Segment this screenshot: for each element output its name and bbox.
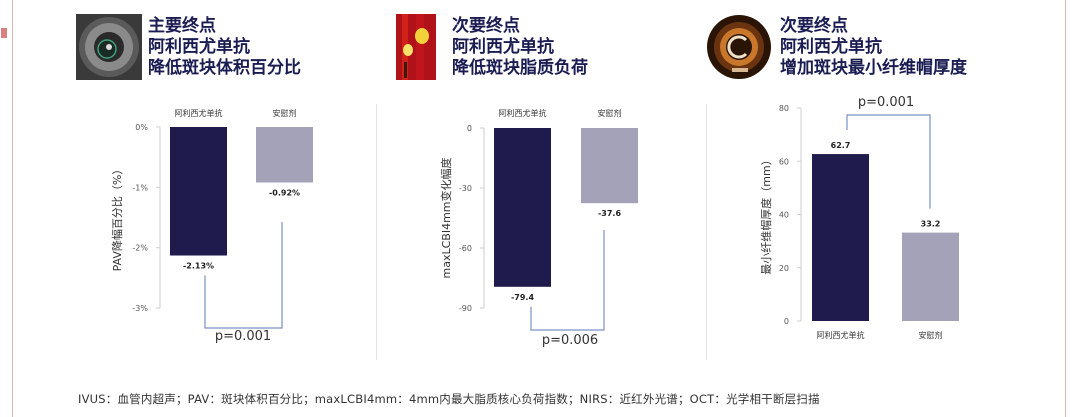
significance-bracket [530, 230, 605, 331]
left-frame-line [12, 0, 13, 417]
y-axis-label: PAV降幅百分比（%） [110, 164, 124, 272]
y-tick-label: 40 [779, 211, 789, 220]
panel-2-title-line-2: 阿利西尤单抗 [452, 37, 554, 57]
panel-divider [376, 104, 377, 360]
data-label: -0.92% [269, 189, 300, 198]
panel-3-title: 次要终点 阿利西尤单抗 增加斑块最小纤维帽厚度 [780, 16, 967, 79]
data-label: -37.6 [598, 209, 621, 218]
significance-bracket [204, 222, 283, 329]
panel-1-title-line-2: 阿利西尤单抗 [148, 37, 250, 57]
y-tick-label: 0 [467, 124, 472, 133]
y-tick-label: -3% [132, 304, 148, 313]
y-tick-label: 80 [779, 104, 789, 113]
significance-bracket [846, 114, 931, 209]
data-label: 33.2 [921, 220, 941, 229]
data-label: -79.4 [511, 293, 534, 302]
y-axis-label: maxLCBI4mm变化幅度 [439, 158, 453, 279]
edge-marker [1, 28, 7, 38]
y-tick-label: 0 [784, 317, 789, 326]
panel-1-title-line-3: 降低斑块体积百分比 [148, 58, 301, 78]
y-tick-label: -30 [459, 184, 472, 193]
y-tick-label: 0% [135, 123, 148, 132]
y-axis-label: 最小纤维帽厚度（mm） [759, 154, 773, 274]
y-tick-label: 60 [779, 157, 789, 166]
category-label: 阿利西尤单抗 [817, 330, 865, 340]
right-frame-line [1065, 0, 1066, 417]
p-value-label: p=0.006 [542, 333, 598, 348]
category-label: 安慰剂 [598, 108, 622, 118]
category-label: 安慰剂 [919, 330, 943, 340]
panel-3-title-line-3: 增加斑块最小纤维帽厚度 [780, 58, 967, 78]
abbreviation-footnote: IVUS：血管内超声；PAV：斑块体积百分比；maxLCBI4mm：4mm内最大… [78, 392, 820, 406]
data-label: -2.13% [183, 262, 214, 271]
category-label: 阿利西尤单抗 [499, 108, 547, 118]
panel-1-title: 主要终点 阿利西尤单抗 降低斑块体积百分比 [148, 16, 301, 79]
panel-3-title-line-1: 次要终点 [780, 16, 848, 36]
panel-2-title: 次要终点 阿利西尤单抗 降低斑块脂质负荷 [452, 16, 588, 79]
panel-divider [706, 104, 707, 360]
bar [494, 128, 551, 287]
bar [581, 128, 638, 204]
p-value-label: p=0.001 [215, 329, 271, 344]
bar [812, 154, 869, 321]
y-tick-label: 20 [779, 264, 789, 273]
p-value-label: p=0.001 [858, 95, 914, 110]
oct-crosssection-icon [706, 14, 772, 80]
bar [170, 127, 227, 256]
ivus-crosssection-icon [76, 14, 142, 80]
data-label: 62.7 [831, 141, 851, 150]
bar [902, 232, 959, 321]
y-tick-label: -1% [132, 183, 148, 192]
panel-1-title-line-1: 主要终点 [148, 16, 216, 36]
y-tick-label: -60 [459, 244, 472, 253]
nirs-chemogram-icon [396, 14, 436, 80]
category-label: 安慰剂 [273, 108, 297, 118]
panel-3-title-line-2: 阿利西尤单抗 [780, 37, 882, 57]
category-label: 阿利西尤单抗 [175, 108, 223, 118]
panel-2-title-line-3: 降低斑块脂质负荷 [452, 58, 588, 78]
y-tick-label: -2% [132, 244, 148, 253]
panel-2-title-line-1: 次要终点 [452, 16, 520, 36]
y-tick-label: -90 [459, 304, 472, 313]
bar [256, 127, 313, 183]
